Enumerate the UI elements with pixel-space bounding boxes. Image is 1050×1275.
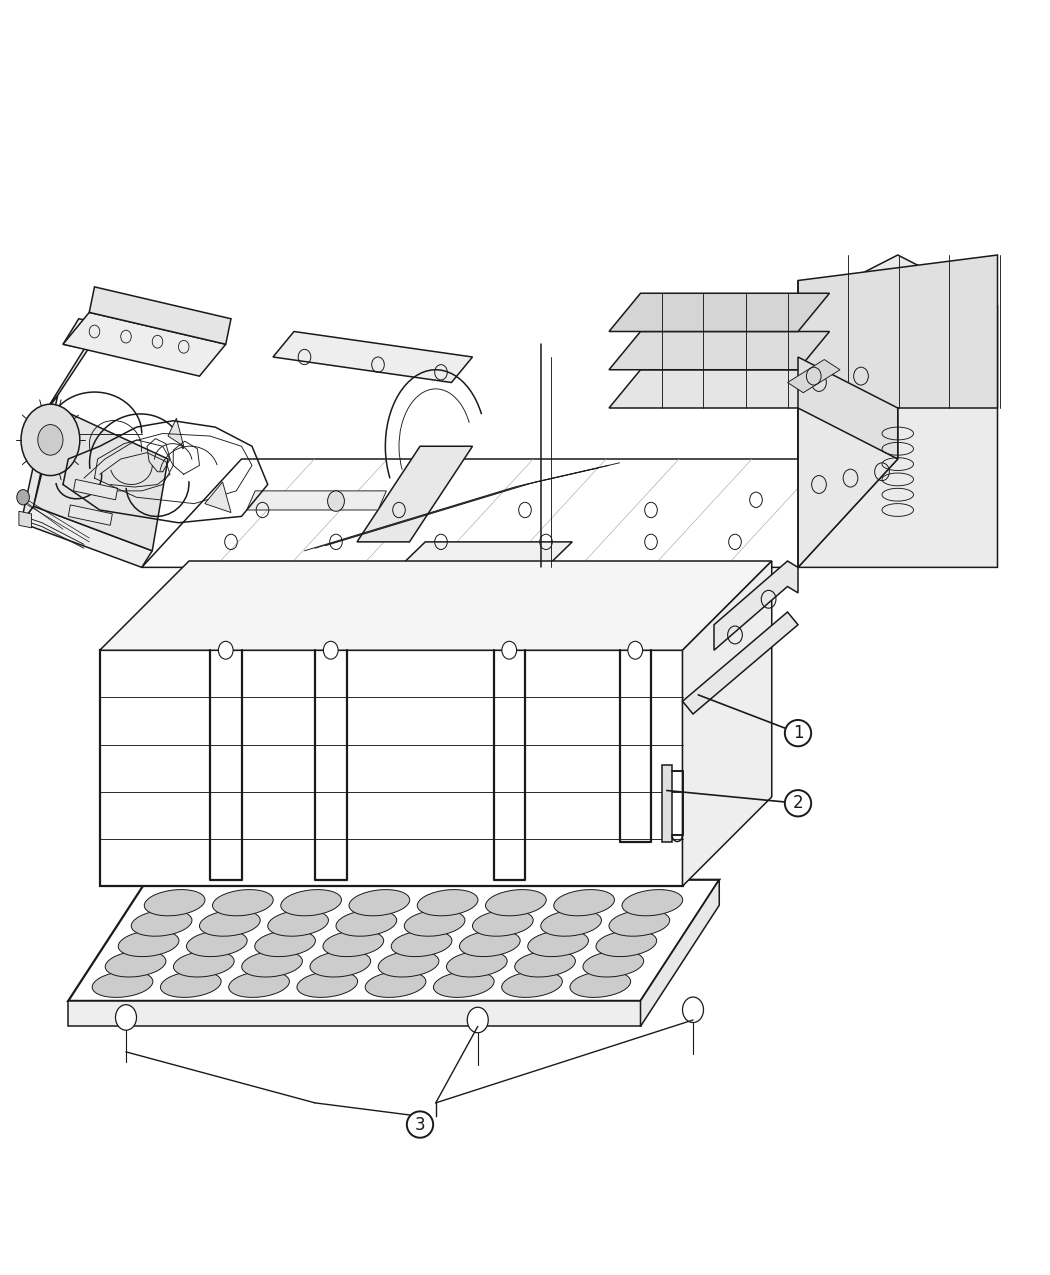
Polygon shape — [682, 612, 798, 714]
Polygon shape — [798, 255, 998, 408]
Polygon shape — [21, 395, 58, 523]
Polygon shape — [798, 255, 998, 567]
Ellipse shape — [460, 931, 520, 956]
Polygon shape — [142, 459, 898, 567]
Ellipse shape — [336, 910, 397, 936]
Circle shape — [682, 997, 704, 1023]
Polygon shape — [34, 408, 168, 551]
Ellipse shape — [187, 931, 247, 956]
Polygon shape — [19, 511, 32, 528]
Ellipse shape — [502, 972, 563, 997]
Circle shape — [21, 404, 80, 476]
Polygon shape — [682, 561, 772, 886]
Text: 1: 1 — [793, 724, 803, 742]
Circle shape — [628, 641, 643, 659]
Ellipse shape — [404, 910, 465, 936]
Polygon shape — [640, 880, 719, 1026]
Text: 3: 3 — [415, 1116, 425, 1133]
Ellipse shape — [144, 890, 205, 915]
Ellipse shape — [212, 890, 273, 915]
Polygon shape — [63, 312, 226, 376]
Ellipse shape — [297, 972, 358, 997]
Circle shape — [502, 641, 517, 659]
Ellipse shape — [105, 951, 166, 977]
Polygon shape — [89, 287, 231, 344]
Polygon shape — [714, 561, 798, 650]
Ellipse shape — [528, 931, 588, 956]
Polygon shape — [205, 482, 231, 513]
Ellipse shape — [323, 931, 383, 956]
Ellipse shape — [173, 951, 234, 977]
Ellipse shape — [417, 890, 478, 915]
Ellipse shape — [596, 931, 656, 956]
Circle shape — [467, 1007, 488, 1033]
Polygon shape — [609, 293, 830, 332]
Ellipse shape — [622, 890, 683, 915]
Ellipse shape — [570, 972, 631, 997]
Polygon shape — [100, 650, 682, 886]
Ellipse shape — [541, 910, 602, 936]
Circle shape — [116, 1005, 136, 1030]
Polygon shape — [399, 542, 572, 567]
Ellipse shape — [119, 931, 178, 956]
Polygon shape — [357, 446, 472, 542]
Ellipse shape — [349, 890, 410, 915]
Ellipse shape — [242, 951, 302, 977]
Polygon shape — [21, 506, 152, 567]
Ellipse shape — [200, 910, 260, 936]
Ellipse shape — [131, 910, 192, 936]
Polygon shape — [74, 479, 118, 500]
Ellipse shape — [609, 910, 670, 936]
Ellipse shape — [446, 951, 507, 977]
Circle shape — [17, 490, 29, 505]
Polygon shape — [63, 319, 205, 370]
Ellipse shape — [553, 890, 614, 915]
Ellipse shape — [310, 951, 371, 977]
Circle shape — [218, 641, 233, 659]
Ellipse shape — [161, 972, 222, 997]
Polygon shape — [798, 408, 898, 567]
Text: 2: 2 — [793, 794, 803, 812]
Polygon shape — [609, 332, 830, 370]
Ellipse shape — [378, 951, 439, 977]
Ellipse shape — [485, 890, 546, 915]
Polygon shape — [662, 765, 672, 842]
Ellipse shape — [392, 931, 452, 956]
Circle shape — [38, 425, 63, 455]
Polygon shape — [247, 491, 386, 510]
Ellipse shape — [365, 972, 426, 997]
Ellipse shape — [280, 890, 341, 915]
Polygon shape — [273, 332, 472, 382]
Ellipse shape — [434, 972, 495, 997]
Polygon shape — [609, 370, 830, 408]
Ellipse shape — [92, 972, 153, 997]
Polygon shape — [45, 332, 100, 412]
Polygon shape — [798, 357, 898, 459]
Polygon shape — [68, 1001, 640, 1026]
Ellipse shape — [268, 910, 329, 936]
Polygon shape — [68, 880, 719, 1001]
Ellipse shape — [472, 910, 533, 936]
Ellipse shape — [255, 931, 315, 956]
Ellipse shape — [229, 972, 290, 997]
Polygon shape — [168, 418, 184, 446]
Circle shape — [328, 491, 344, 511]
Polygon shape — [100, 561, 772, 650]
Polygon shape — [788, 360, 840, 393]
Circle shape — [323, 641, 338, 659]
Ellipse shape — [583, 951, 644, 977]
Polygon shape — [68, 505, 112, 525]
Ellipse shape — [514, 951, 575, 977]
